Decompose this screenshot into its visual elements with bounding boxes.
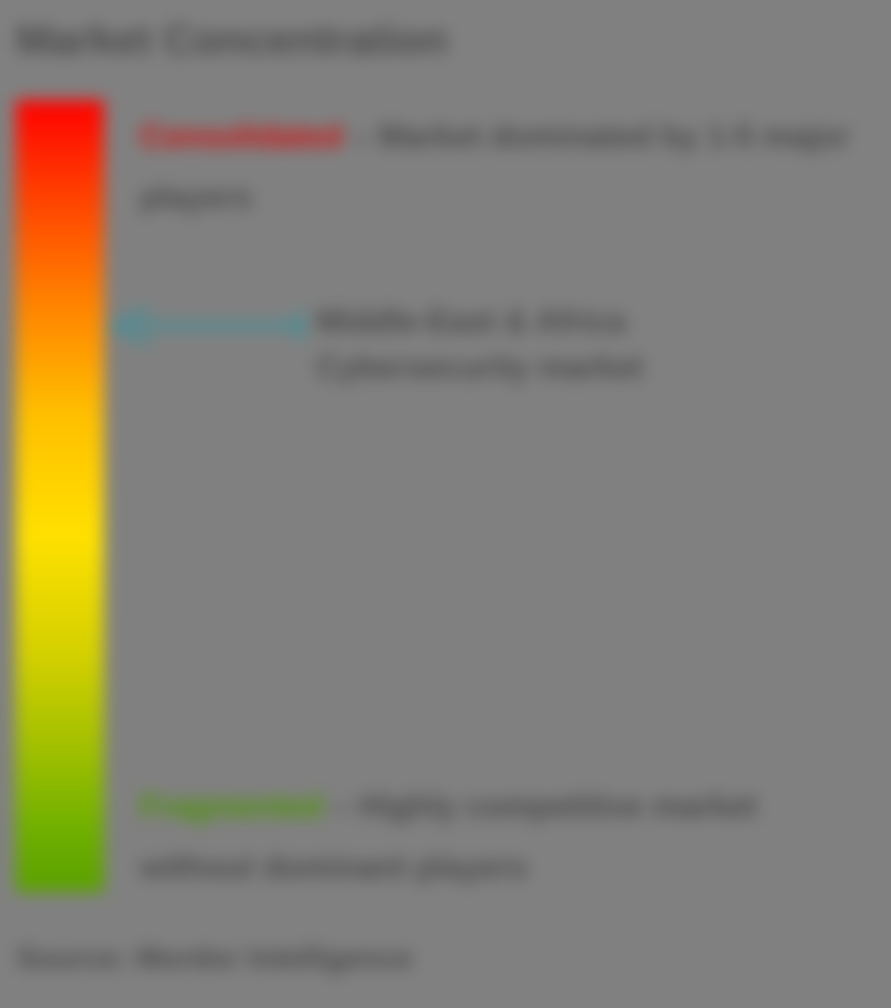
- chart-title: Market Concentration: [16, 16, 875, 64]
- pointer-label: Middle-East & Africa Cybersecurity marke…: [316, 298, 643, 391]
- pointer-label-line2: Cybersecurity market: [316, 349, 643, 385]
- pointer-arrow-icon: [108, 306, 306, 346]
- labels-column: Consolidated – Market dominated by 1-5 m…: [140, 100, 875, 892]
- pointer-label-line1: Middle-East & Africa: [316, 303, 626, 339]
- source-attribution: Source: Mordor Intelligence: [16, 942, 875, 976]
- consolidated-label: Consolidated – Market dominated by 1-5 m…: [140, 106, 865, 228]
- consolidated-highlight-word: Consolidated: [140, 118, 343, 154]
- fragmented-highlight-word: Fragmented: [140, 788, 323, 824]
- concentration-gradient-bar: [16, 100, 104, 892]
- chart-area: Consolidated – Market dominated by 1-5 m…: [16, 100, 875, 892]
- market-pointer: Middle-East & Africa Cybersecurity marke…: [108, 298, 865, 391]
- fragmented-label: Fragmented – Highly competitive market w…: [140, 776, 865, 898]
